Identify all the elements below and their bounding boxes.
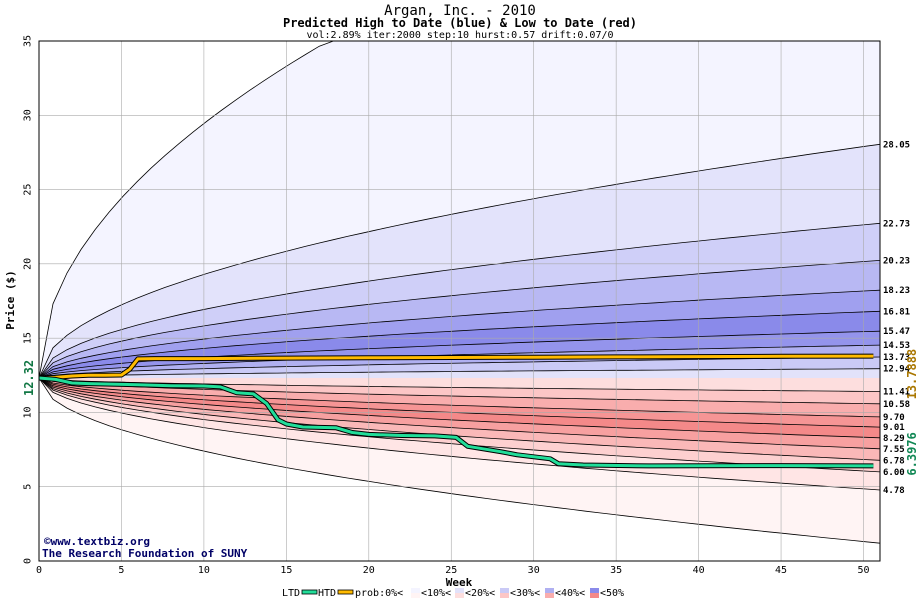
x-tick-label-10: 50 <box>857 565 869 576</box>
chart-title: Argan, Inc. - 2010 <box>384 3 536 19</box>
band-value-label-11: 9.70 <box>883 413 905 423</box>
x-tick-label-6: 30 <box>528 565 540 576</box>
legend-label-5: <30%< <box>510 588 540 599</box>
y-tick-labels: 0 5 10 15 20 25 30 35 <box>23 35 34 564</box>
high-band-edge-2 <box>38 222 881 379</box>
htd-final-label: 13.7888 <box>905 349 919 400</box>
legend-swatch-low-3 <box>411 593 420 598</box>
start-price-label: 12.32 <box>22 360 36 396</box>
legend-swatch-high-6 <box>545 588 554 593</box>
legend-line-0 <box>301 589 318 595</box>
legend: LTD HTD prob:0%< <10%< <20%< <30%< <40%< <50% <box>282 588 624 599</box>
low-band-9 <box>39 377 880 392</box>
legend-label-4: <20%< <box>465 588 495 599</box>
high-band-edge-3 <box>38 260 881 379</box>
high-band-edge-1 <box>38 143 881 379</box>
band-boundaries <box>38 40 881 544</box>
band-value-label-12: 9.01 <box>883 423 905 433</box>
plot-frame <box>38 40 881 562</box>
legend-line-1 <box>337 589 354 595</box>
legend-label-3: <10%< <box>421 588 451 599</box>
legend-swatch-low-4 <box>455 593 464 598</box>
y-tick-label-0: 0 <box>23 558 34 564</box>
band-value-label-1: 22.73 <box>883 219 910 229</box>
band-value-label-3: 18.23 <box>883 286 910 296</box>
x-tick-label-5: 25 <box>445 565 457 576</box>
low-band-edge-4 <box>38 377 881 450</box>
legend-label-0: LTD <box>282 588 300 599</box>
band-value-label-17: 4.78 <box>883 486 905 496</box>
high-band-edge-4 <box>38 289 881 379</box>
low-band-edge-3 <box>38 377 881 461</box>
x-tick-label-9: 45 <box>775 565 787 576</box>
band-value-label-8: 12.94 <box>883 365 911 375</box>
y-tick-label-1: 5 <box>23 484 34 490</box>
credit-website: ©www.textbiz.org <box>44 535 150 548</box>
x-tick-label-8: 40 <box>693 565 705 576</box>
x-tick-label-7: 35 <box>610 565 622 576</box>
y-tick-label-3: 15 <box>23 332 34 344</box>
x-axis-label: Week <box>446 576 473 589</box>
ltd-final-label: 6.3976 <box>905 432 919 475</box>
legend-label-7: <50% <box>600 588 624 599</box>
band-value-label-6: 14.53 <box>883 341 910 351</box>
band-value-label-15: 6.78 <box>883 456 905 466</box>
band-value-label-2: 20.23 <box>883 256 910 266</box>
chart-subtitle: Predicted High to Date (blue) & Low to D… <box>283 16 637 30</box>
low-band-edge-1 <box>38 377 881 491</box>
credit-organization: The Research Foundation of SUNY <box>42 547 248 560</box>
band-value-label-7: 13.73 <box>883 353 910 363</box>
x-tick-label-4: 20 <box>363 565 375 576</box>
band-value-label-16: 6.00 <box>883 468 905 478</box>
y-tick-label-4: 20 <box>23 258 34 270</box>
legend-label-6: <40%< <box>555 588 585 599</box>
band-value-labels: 28.05 22.73 20.23 18.23 16.81 15.47 14.53 13.73… <box>883 140 911 496</box>
legend-swatch-high-4 <box>455 588 464 593</box>
band-value-label-9: 11.41 <box>883 387 910 397</box>
band-value-label-0: 28.05 <box>883 140 910 150</box>
chart-parameters: vol:2.89% iter:2000 step:10 hurst:0.57 d… <box>306 30 613 41</box>
legend-label-1: HTD <box>318 588 336 599</box>
high-band-edge-5 <box>38 310 881 379</box>
legend-swatch-high-3 <box>411 588 420 593</box>
band-value-label-10: 10.58 <box>883 400 910 410</box>
series-lines <box>38 353 874 469</box>
band-value-label-14: 7.55 <box>883 445 905 455</box>
legend-label-2: prob:0%< <box>355 588 403 599</box>
low-band-edge-7 <box>38 377 881 418</box>
y-axis-label: Price ($) <box>4 270 17 330</box>
legend-swatch-low-5 <box>500 593 509 598</box>
high-band-9 <box>39 368 880 378</box>
y-tick-label-2: 10 <box>23 406 34 418</box>
legend-swatch-high-5 <box>500 588 509 593</box>
ltd-series-line <box>38 376 874 468</box>
low-band-edge-8 <box>38 377 881 405</box>
htd-series-line <box>38 354 874 380</box>
x-tick-label-0: 0 <box>36 565 42 576</box>
low-band-edge-5 <box>38 377 881 439</box>
band-value-label-5: 15.47 <box>883 327 910 337</box>
y-tick-label-5: 25 <box>23 184 34 196</box>
high-band-edge-7 <box>38 344 881 379</box>
y-tick-label-7: 35 <box>23 35 34 47</box>
y-tick-label-6: 30 <box>23 109 34 121</box>
x-tick-labels: 0 5 10 15 20 25 30 35 40 45 50 <box>36 565 870 576</box>
band-value-label-13: 8.29 <box>883 434 905 444</box>
band-value-label-4: 16.81 <box>883 307 910 317</box>
legend-swatch-low-7 <box>590 593 599 598</box>
legend-swatch-low-6 <box>545 593 554 598</box>
low-band-edge-0 <box>38 377 881 544</box>
legend-swatch-high-7 <box>590 588 599 593</box>
x-tick-label-2: 10 <box>198 565 210 576</box>
x-tick-label-3: 15 <box>280 565 292 576</box>
x-tick-label-1: 5 <box>118 565 124 576</box>
high-band-edge-9 <box>38 368 881 379</box>
